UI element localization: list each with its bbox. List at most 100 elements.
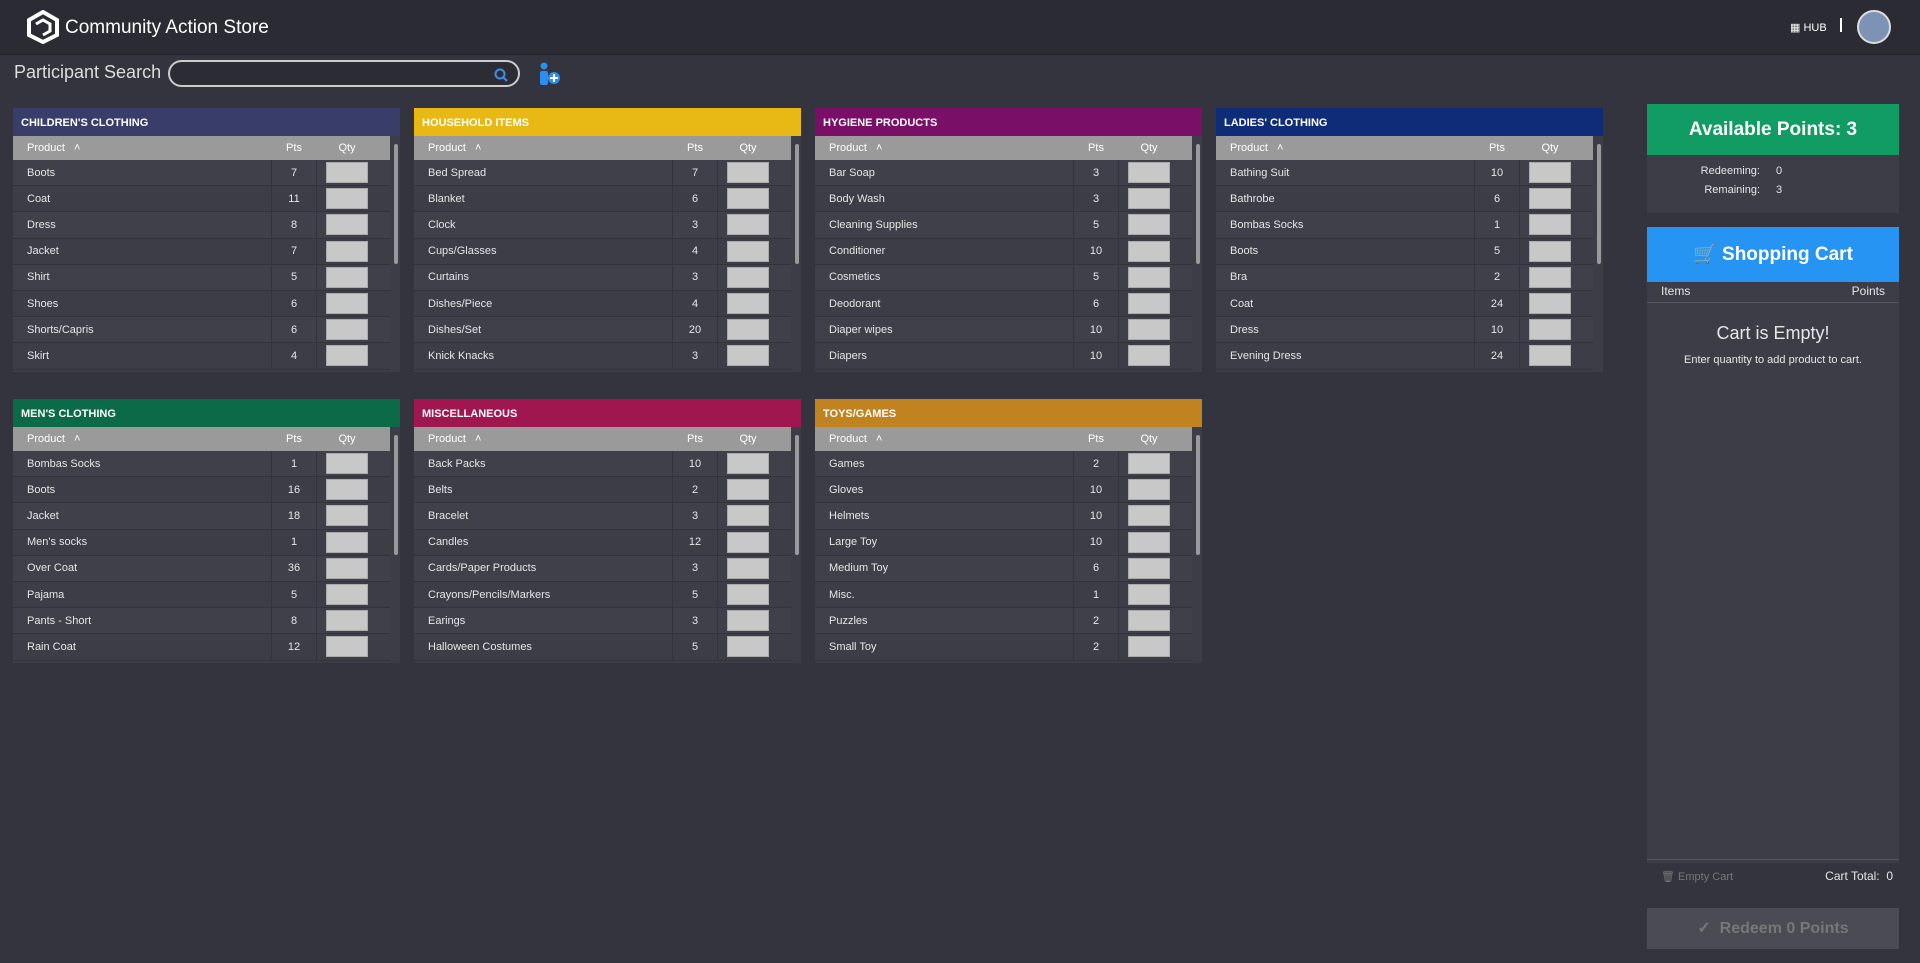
qty-input[interactable] (326, 345, 368, 367)
qty-input[interactable] (326, 531, 368, 553)
column-header: Pts (1088, 433, 1104, 445)
product-row: Bracelet 3 (414, 503, 791, 530)
qty-input[interactable] (1128, 479, 1170, 501)
qty-input[interactable] (1128, 240, 1170, 262)
panel-title: MEN'S CLOTHING (13, 399, 400, 427)
qty-input[interactable] (727, 266, 769, 288)
column-header[interactable]: Product ˄ (1216, 142, 1474, 154)
qty-input[interactable] (1128, 319, 1170, 341)
qty-cell (317, 636, 377, 658)
qty-input[interactable] (727, 531, 769, 553)
product-name: Coat (1230, 297, 1254, 310)
qty-input[interactable] (727, 636, 769, 658)
qty-input[interactable] (1128, 505, 1170, 527)
qty-input[interactable] (1529, 240, 1571, 262)
product-name: Back Packs (428, 457, 486, 470)
redeem-button[interactable]: ✓ Redeem 0 Points (1647, 908, 1899, 949)
qty-input[interactable] (727, 319, 769, 341)
scrollbar[interactable] (1196, 435, 1200, 555)
qty-input[interactable] (1128, 584, 1170, 606)
product-row: Bar Soap 3 (815, 160, 1192, 187)
product-row: Conditioner 10 (815, 238, 1192, 265)
scrollbar[interactable] (394, 144, 398, 264)
remaining-label: Remaining: (1704, 184, 1760, 196)
hub-link[interactable]: ▦ HUB (1790, 22, 1827, 34)
qty-input[interactable] (727, 293, 769, 315)
scrollbar[interactable] (394, 435, 398, 555)
product-row: Bathing Suit 10 (1216, 160, 1593, 187)
qty-input[interactable] (326, 584, 368, 606)
qty-input[interactable] (1128, 531, 1170, 553)
empty-cart-button[interactable]: 🗑 Empty Cart (1661, 871, 1734, 883)
add-participant[interactable] (536, 62, 562, 86)
qty-cell (317, 240, 377, 262)
scrollbar[interactable] (1597, 144, 1601, 264)
qty-input[interactable] (727, 505, 769, 527)
qty-input[interactable] (1128, 188, 1170, 210)
column-header[interactable]: Product ˄ (13, 433, 271, 445)
qty-input[interactable] (1128, 293, 1170, 315)
qty-input[interactable] (1529, 345, 1571, 367)
qty-input[interactable] (326, 266, 368, 288)
qty-input[interactable] (1529, 293, 1571, 315)
qty-input[interactable] (727, 345, 769, 367)
column-header[interactable]: Product ˄ (815, 142, 1073, 154)
search-input[interactable] (168, 60, 520, 87)
qty-input[interactable] (1529, 266, 1571, 288)
qty-input[interactable] (727, 162, 769, 184)
qty-input[interactable] (326, 453, 368, 475)
cart-panel: 🛒 Shopping Cart Items Points Cart is Empt… (1647, 227, 1899, 883)
qty-input[interactable] (326, 505, 368, 527)
qty-input[interactable] (326, 293, 368, 315)
column-header[interactable]: Product ˄ (815, 433, 1073, 445)
qty-input[interactable] (326, 479, 368, 501)
qty-input[interactable] (727, 188, 769, 210)
qty-input[interactable] (326, 610, 368, 632)
qty-input[interactable] (1128, 162, 1170, 184)
scrollbar[interactable] (795, 435, 799, 555)
product-name: Misc. (829, 588, 855, 601)
column-header[interactable]: Product ˄ (414, 142, 672, 154)
qty-input[interactable] (326, 214, 368, 236)
scrollbar[interactable] (1196, 144, 1200, 264)
column-header[interactable]: Product ˄ (13, 142, 271, 154)
qty-input[interactable] (326, 188, 368, 210)
table-header: Product ˄ Pts Qty (815, 427, 1192, 451)
product-points: 24 (1474, 290, 1520, 317)
product-points: 3 (1073, 186, 1119, 212)
product-points: 5 (271, 581, 317, 608)
qty-input[interactable] (1128, 345, 1170, 367)
qty-input[interactable] (326, 636, 368, 658)
product-row: Over Coat 36 (13, 555, 390, 582)
qty-input[interactable] (727, 584, 769, 606)
table-header: Product ˄ Pts Qty (815, 136, 1192, 160)
qty-input[interactable] (727, 557, 769, 579)
qty-input[interactable] (727, 453, 769, 475)
avatar[interactable] (1857, 10, 1891, 44)
product-row: Blanket 6 (414, 186, 791, 213)
qty-input[interactable] (727, 610, 769, 632)
qty-input[interactable] (1128, 636, 1170, 658)
qty-input[interactable] (326, 319, 368, 341)
qty-input[interactable] (727, 479, 769, 501)
qty-input[interactable] (1128, 214, 1170, 236)
qty-input[interactable] (1128, 266, 1170, 288)
scrollbar[interactable] (795, 144, 799, 264)
qty-input[interactable] (1529, 162, 1571, 184)
qty-cell (1520, 188, 1580, 210)
qty-input[interactable] (1128, 453, 1170, 475)
qty-input[interactable] (326, 162, 368, 184)
column-header[interactable]: Product ˄ (414, 433, 672, 445)
qty-input[interactable] (1128, 557, 1170, 579)
table-body: Games 2 Gloves 10 Helmets 10 Large Toy 10 Medium… (815, 451, 1202, 661)
qty-input[interactable] (1529, 319, 1571, 341)
qty-input[interactable] (326, 557, 368, 579)
qty-input[interactable] (326, 240, 368, 262)
column-header: Pts (286, 142, 302, 154)
qty-input[interactable] (727, 214, 769, 236)
qty-input[interactable] (1128, 610, 1170, 632)
qty-input[interactable] (1529, 188, 1571, 210)
qty-input[interactable] (727, 240, 769, 262)
qty-input[interactable] (1529, 214, 1571, 236)
category-panel: TOYS/GAMES Product ˄ Pts Qty Games 2 Gloves 10 H… (815, 399, 1202, 663)
